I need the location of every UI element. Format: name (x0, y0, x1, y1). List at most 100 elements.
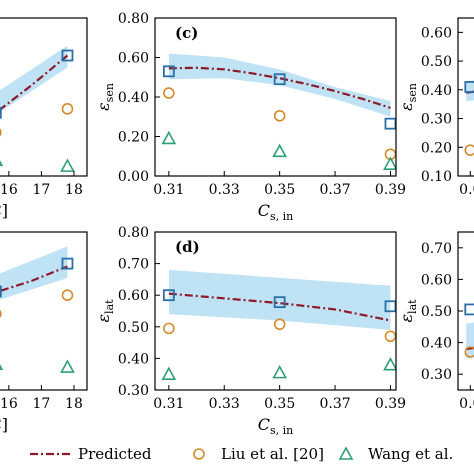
y-axis-label-main: ε (397, 314, 416, 323)
x-axis-label-main: C (258, 415, 270, 434)
y-tick-label: 0.30 (421, 112, 452, 128)
y-axis-label-sub: lat (103, 299, 116, 314)
x-tick-label: 17 (32, 182, 50, 198)
x-tick-label: 0.35 (264, 396, 295, 412)
x-tick-label: 0.31 (153, 182, 184, 198)
y-tick-label: 0.80 (118, 225, 149, 241)
y-tick-label: 0.30 (118, 383, 149, 399)
x-tick-label: 18 (65, 182, 83, 198)
panel-2: 0.31 0.33 0.35 0.37 0.39 0.00 0.20 0.40 0.60 0.80… (94, 11, 406, 223)
y-tick-label: 0.60 (421, 272, 452, 288)
x-tick-label: 17 (32, 396, 50, 412)
plot-area (161, 269, 396, 380)
square-marker (0, 106, 2, 119)
y-axis-label: εlat (397, 299, 419, 323)
y-tick-label: 0.40 (421, 83, 452, 99)
y-tick-label: 0.30 (421, 367, 452, 383)
triangle-marker (161, 366, 177, 380)
axes-frame (457, 17, 474, 177)
x-axis-label: C] (0, 415, 8, 434)
triangle-marker (0, 160, 4, 166)
predicted-line (168, 292, 391, 322)
square-marker (0, 285, 2, 298)
plot-area (161, 53, 396, 170)
x-tick-label: 0.33 (209, 182, 240, 198)
x-tick-label: 0.0 (459, 396, 474, 412)
x-tick-label: 0.35 (264, 182, 295, 198)
panel-5: 0.31 0.33 0.35 0.37 0.39 0.30 0.40 0.50 0.60 0.70… (94, 225, 406, 437)
panel-6: 0.00.300.400.500.600.70(εlat (397, 231, 474, 412)
circle-marker (61, 289, 74, 302)
panel-3: 0.00.100.200.300.400.500.60(εsen (397, 17, 474, 198)
circle-marker (464, 144, 474, 156)
x-tick-label: 0.37 (319, 182, 350, 198)
y-axis-label-main: ε (397, 102, 416, 111)
y-axis-label-sub: sen (406, 83, 419, 102)
panel-label: (d) (175, 238, 200, 256)
legend-label: Predicted (78, 445, 152, 463)
prediction-band (466, 322, 474, 359)
prediction-band (466, 80, 474, 102)
legend-circle-swatch (193, 448, 205, 460)
panel-1: 5161718C] (0, 17, 88, 220)
triangle-marker (161, 130, 177, 145)
square-marker (273, 73, 286, 86)
x-tick-label: 16 (0, 182, 18, 198)
y-axis-label: εlat (94, 299, 116, 323)
panels: 5161718C]0.310.330.350.370.390.000.200.4… (0, 11, 474, 437)
circle-marker (0, 309, 2, 318)
predicted-line (168, 66, 391, 109)
x-axis-label: C] (0, 201, 8, 220)
square-marker (61, 257, 74, 270)
y-tick-label: 0.70 (421, 241, 452, 257)
square-marker (384, 117, 396, 130)
square-marker (162, 65, 175, 78)
y-tick-label: 0.20 (118, 130, 149, 146)
plot-area (464, 303, 474, 359)
square-marker (464, 303, 474, 316)
x-tick-label: 0.37 (319, 396, 350, 412)
y-tick-label: 0.80 (118, 11, 149, 27)
square-marker (162, 289, 175, 302)
triangle-marker (383, 156, 396, 170)
panel-4: 5161718C] (0, 231, 88, 434)
circle-marker (384, 330, 396, 343)
x-tick-label: 0.39 (375, 182, 406, 198)
panel-label: (c) (175, 24, 198, 42)
triangle-marker (60, 359, 75, 373)
circle-marker (273, 318, 286, 331)
prediction-band (168, 269, 391, 330)
x-axis-label-main: C (258, 201, 270, 220)
plot-area (0, 45, 75, 172)
predicted-line (0, 265, 68, 293)
y-tick-label: 0.50 (118, 320, 149, 336)
square-marker (464, 81, 474, 93)
legend-label: Wang et al. (368, 445, 453, 463)
y-tick-label: 0.40 (118, 351, 149, 367)
x-tick-label: 0.39 (375, 396, 406, 412)
x-tick-label: 0.0 (459, 182, 474, 198)
triangle-marker (383, 357, 396, 371)
x-tick-label: 0.33 (209, 396, 240, 412)
y-tick-label: 0.40 (118, 90, 149, 106)
x-axis-label-sub: s, in (270, 210, 293, 223)
predicted-line (466, 346, 474, 351)
prediction-band (0, 45, 68, 113)
y-axis-label-main: ε (94, 102, 113, 111)
predicted-line (0, 54, 69, 111)
x-tick-label: 0.31 (153, 396, 184, 412)
axes-frame (0, 231, 88, 391)
plot-area (0, 246, 75, 373)
circle-marker (163, 322, 175, 335)
legend: Predicted Liu et al. [20] Wang et al. (30, 445, 453, 463)
y-axis-label-sub: sen (103, 83, 116, 102)
x-axis-label: Cs, in (258, 415, 294, 437)
circle-marker (163, 87, 175, 99)
circle-marker (464, 346, 474, 358)
y-axis-label: εsen (94, 83, 116, 111)
x-tick-label: 16 (0, 396, 18, 412)
y-axis-label-sub: lat (406, 299, 419, 314)
y-tick-label: 0.10 (421, 169, 452, 185)
axes-frame (0, 17, 88, 177)
